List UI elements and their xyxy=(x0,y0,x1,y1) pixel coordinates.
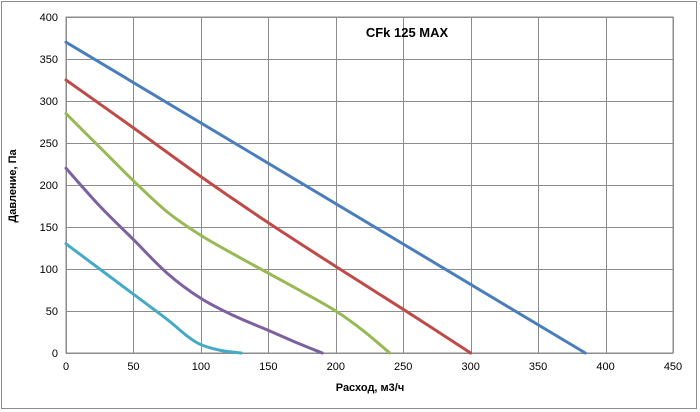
series-line-5 xyxy=(64,242,243,355)
x-tick-label: 0 xyxy=(63,361,69,373)
y-axis-title: Давление, Па xyxy=(7,149,19,223)
y-tick-label: 150 xyxy=(40,222,58,234)
series-line-1 xyxy=(64,40,587,355)
x-tick-label: 200 xyxy=(327,361,345,373)
x-tick-label: 50 xyxy=(127,361,139,373)
x-tick-label: 400 xyxy=(596,361,614,373)
grid-layer xyxy=(65,16,674,354)
y-tick-label: 350 xyxy=(40,54,58,66)
series-line-3 xyxy=(64,112,392,355)
x-tick-label: 100 xyxy=(192,361,210,373)
chart-title: CFk 125 MAX xyxy=(366,25,449,40)
x-tick-label: 300 xyxy=(461,361,479,373)
series-line-4 xyxy=(64,166,324,355)
y-tick-label: 250 xyxy=(40,138,58,150)
y-tick-label: 300 xyxy=(40,96,58,108)
x-tick-label: 450 xyxy=(664,361,682,373)
x-tick-label: 250 xyxy=(394,361,412,373)
x-tick-label: 150 xyxy=(259,361,277,373)
y-tick-label: 100 xyxy=(40,264,58,276)
series-layer xyxy=(64,40,587,355)
y-tick-label: 200 xyxy=(40,180,58,192)
y-tick-label: 50 xyxy=(46,306,58,318)
x-axis-title: Расход, м3/ч xyxy=(336,382,405,394)
y-tick-label: 400 xyxy=(40,12,58,24)
series-line-2 xyxy=(64,78,473,355)
y-tick-label: 0 xyxy=(52,348,58,360)
tick-layer: 0 50 100 150 200 250 300 350 400 450 0 50 100 150 200 2… xyxy=(40,12,683,373)
x-tick-label: 350 xyxy=(529,361,547,373)
